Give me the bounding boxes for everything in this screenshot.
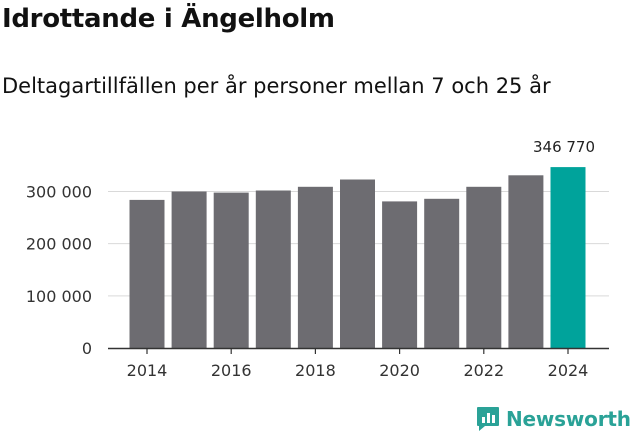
x-tick-label: 2018: [295, 361, 336, 380]
bar-2023: [508, 175, 544, 348]
data-label-2024: 346 770: [533, 138, 595, 156]
chart-subtitle: Deltagartillfällen per år personer mella…: [2, 74, 551, 98]
bar-2019: [340, 179, 375, 348]
bar-2020: [382, 201, 418, 348]
bar-2014: [129, 199, 165, 348]
labels: 0 100 000 200 000 300 000 2014 2016 2018 2020 20…: [26, 138, 595, 380]
x-tick-label: 2016: [211, 361, 252, 380]
bar-2021: [424, 198, 460, 348]
bar-2017: [255, 190, 291, 348]
x-tick-label: 2020: [379, 361, 420, 380]
y-tick-label: 0: [82, 339, 92, 358]
y-tick-label: 100 000: [26, 287, 92, 306]
bar-2015: [171, 191, 207, 348]
newsworthy-logo: Newsworthy: [476, 406, 631, 432]
x-tick-label: 2014: [127, 361, 168, 380]
bar-2018: [297, 186, 333, 348]
axes: [108, 347, 609, 354]
y-tick-label: 300 000: [26, 183, 92, 202]
x-tick-label: 2022: [463, 361, 504, 380]
bar-2022: [466, 186, 502, 348]
bar-2024: [550, 167, 586, 348]
newsworthy-logo-icon: [477, 407, 499, 431]
bar-2016: [213, 192, 249, 348]
x-tick-label: 2024: [548, 361, 589, 380]
y-tick-label: 200 000: [26, 235, 92, 254]
bars: [129, 167, 586, 348]
newsworthy-logo-text: Newsworthy: [506, 407, 631, 431]
chart-title: Idrottande i Ängelholm: [2, 4, 335, 34]
